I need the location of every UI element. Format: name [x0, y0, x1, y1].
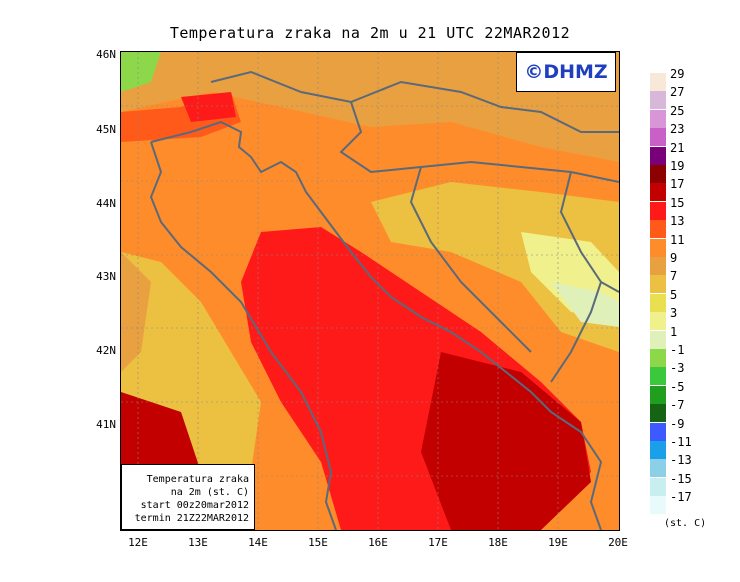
- legend-label: -5: [670, 379, 685, 394]
- x-tick-label: 16E: [368, 536, 388, 549]
- dhmz-logo: ©DHMZ: [516, 52, 616, 92]
- legend-label: 21: [670, 140, 685, 155]
- x-tick-label: 15E: [308, 536, 328, 549]
- legend-label: 17: [670, 177, 685, 192]
- legend-swatch: [650, 91, 666, 110]
- legend-swatch: [650, 201, 666, 220]
- legend-swatch: [650, 385, 666, 404]
- legend-swatch: [650, 275, 666, 294]
- legend-label: 11: [670, 232, 685, 247]
- field-italy-west: [121, 252, 151, 372]
- field-alps-cool: [121, 52, 161, 92]
- info-box: Temperatura zraka na 2m (st. C) start 00…: [121, 464, 255, 530]
- legend-unit: (st. C): [664, 518, 707, 529]
- legend-swatch: [650, 220, 666, 239]
- field-north-warm: [121, 52, 619, 162]
- y-tick-label: 42N: [96, 344, 116, 357]
- legend-label: 13: [670, 214, 685, 229]
- temperature-map: [120, 51, 620, 531]
- legend-label: 25: [670, 103, 685, 118]
- legend-label: -11: [670, 435, 692, 449]
- x-tick-label: 20E: [608, 536, 628, 549]
- legend-swatch: [650, 183, 666, 202]
- x-tick-label: 13E: [188, 536, 208, 549]
- legend-label: 7: [670, 269, 678, 284]
- legend-swatch: [650, 496, 666, 515]
- legend-label: 19: [670, 159, 685, 173]
- legend-label: -17: [670, 490, 692, 505]
- legend-label: -13: [670, 453, 692, 468]
- legend-swatch: [650, 404, 666, 423]
- legend-label: 9: [670, 251, 678, 265]
- coastlines: [149, 70, 619, 530]
- info-line: termin 21Z22MAR2012: [134, 513, 249, 524]
- x-tick-label: 12E: [128, 536, 148, 549]
- legend-swatch: [650, 257, 666, 275]
- y-tick-label: 43N: [96, 270, 116, 283]
- legend-swatch: [650, 109, 666, 128]
- x-tick-label: 14E: [248, 536, 268, 549]
- legend-swatch: [650, 349, 666, 367]
- info-line: na 2m (st. C): [170, 487, 249, 498]
- info-line: start 00z20mar2012: [140, 500, 249, 511]
- legend-swatch: [650, 312, 666, 331]
- legend-label: 1: [670, 324, 678, 339]
- field-venice-hot: [181, 92, 236, 122]
- y-tick-label: 41N: [96, 418, 116, 431]
- legend-label: -3: [670, 361, 685, 376]
- legend-swatch: [650, 238, 666, 257]
- legend-label: -15: [670, 471, 692, 486]
- legend-swatch: [650, 128, 666, 147]
- info-line: Temperatura zraka: [146, 474, 249, 485]
- legend-swatch: [650, 459, 666, 478]
- x-tick-label: 18E: [488, 536, 508, 549]
- legend-swatch: [650, 73, 666, 91]
- y-tick-label: 46N: [96, 48, 116, 61]
- graticule: [121, 52, 619, 530]
- legend-swatch: [650, 477, 666, 496]
- field-south-adriatic-hot: [421, 352, 591, 530]
- legend-label: 27: [670, 85, 685, 100]
- legend-label: -1: [670, 343, 685, 357]
- map-canvas: [121, 52, 619, 530]
- field-inland-cool: [371, 182, 619, 352]
- y-tick-label: 44N: [96, 197, 116, 210]
- y-tick-label: 45N: [96, 123, 116, 136]
- legend-swatch: [650, 293, 666, 312]
- field-mountain-cold: [551, 282, 619, 327]
- legend-label: -9: [670, 416, 685, 431]
- legend-label: 15: [670, 195, 685, 210]
- legend-swatch: [650, 422, 666, 441]
- legend-label: 3: [670, 306, 678, 321]
- x-tick-label: 17E: [428, 536, 448, 549]
- legend-swatch: [650, 146, 666, 165]
- legend-label: 5: [670, 287, 678, 302]
- legend-label: -7: [670, 398, 685, 413]
- x-tick-label: 19E: [548, 536, 568, 549]
- legend-label: 29: [670, 67, 685, 81]
- legend-swatch: [650, 367, 666, 386]
- legend-swatch: [650, 441, 666, 459]
- legend-label: 23: [670, 122, 685, 137]
- legend-swatch: [650, 330, 666, 349]
- map-title: Temperatura zraka na 2m u 21 UTC 22MAR20…: [169, 24, 571, 42]
- legend-swatch: [650, 165, 666, 183]
